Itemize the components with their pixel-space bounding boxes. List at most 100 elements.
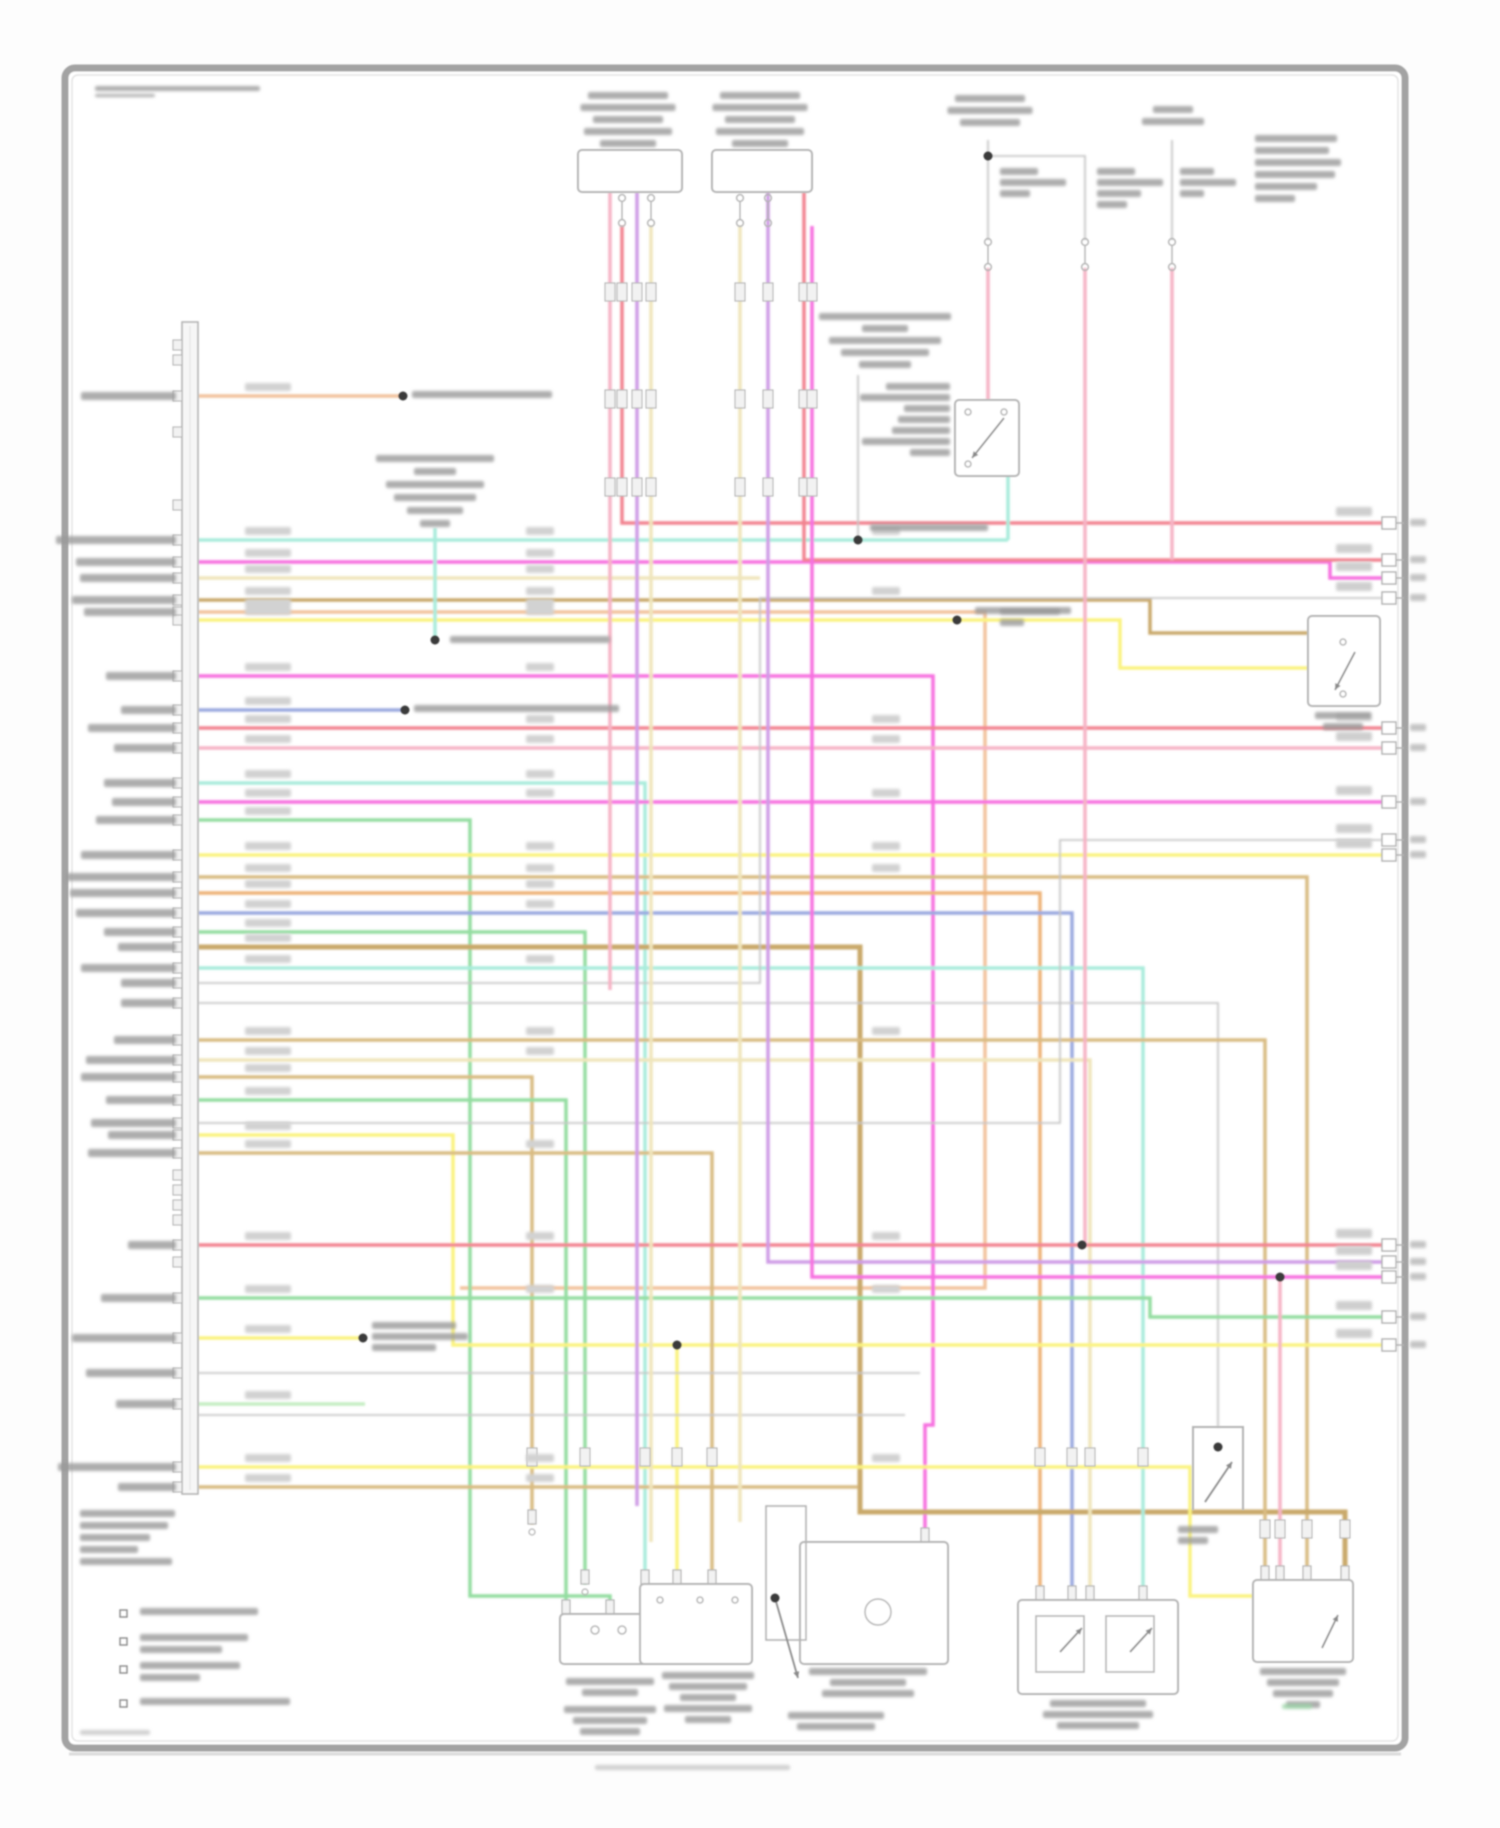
stub-connector [1381, 516, 1397, 530]
label-blob [140, 1674, 200, 1681]
wire-code-label [245, 900, 291, 908]
page-frame [61, 64, 1409, 1756]
wire-code-label [1336, 1246, 1372, 1255]
inline-connector [1034, 1447, 1046, 1467]
pcm-pin-label [104, 928, 176, 936]
wire [198, 1075, 534, 1524]
splice-dot [853, 535, 863, 545]
stub-connector [1381, 1270, 1397, 1284]
inline-connector [604, 282, 616, 302]
label-blob [1043, 1711, 1153, 1718]
inline-connector [1339, 1519, 1351, 1539]
label-blob [372, 1333, 468, 1340]
pin-stub [580, 1569, 590, 1585]
label-blob [420, 520, 450, 527]
wire-code-label [245, 565, 291, 573]
arrowhead-icon [1332, 1615, 1338, 1622]
label-blob [662, 1672, 754, 1679]
arrowhead-icon [1225, 1462, 1232, 1469]
splice-dot [672, 1340, 682, 1350]
wire-code-label [872, 864, 900, 872]
pin-stub [1302, 1565, 1312, 1581]
stub-connector [1381, 591, 1397, 605]
inline-connector [762, 477, 774, 497]
stub-connector [1381, 553, 1397, 567]
inline-connector [639, 1447, 651, 1467]
stub-pin-number [1410, 1313, 1426, 1320]
wire-code-label [872, 735, 900, 743]
pcm-pin [172, 354, 183, 366]
wire-code-label [1336, 582, 1372, 591]
splice-dot [1077, 1240, 1087, 1250]
stub-connector [1381, 721, 1397, 735]
wire [766, 192, 1394, 1264]
wire [198, 839, 1394, 1124]
label-blob [80, 1534, 150, 1541]
splice-dot [358, 1333, 368, 1343]
pcm-pin-label [76, 909, 176, 917]
label-blob [566, 1678, 654, 1685]
label-blob [1057, 1722, 1139, 1729]
wire-code-label [526, 1232, 554, 1240]
wire-code-label [245, 1087, 291, 1095]
label-blob [1050, 1700, 1146, 1707]
wire-code-label [872, 715, 900, 723]
label-blob [947, 107, 1033, 114]
label-blob [680, 1694, 736, 1701]
wire-code-label [1336, 544, 1372, 553]
switch-lever [1334, 651, 1356, 691]
splice-dot [398, 391, 408, 401]
wire [198, 560, 1394, 580]
pcm-pin-label [116, 1400, 176, 1408]
label-blob [1000, 619, 1024, 626]
inline-connector [645, 282, 657, 302]
wire-code-label [245, 1232, 291, 1240]
terminal-circle [864, 1598, 892, 1626]
wire-code-label [1336, 732, 1372, 741]
label-blob [841, 349, 929, 356]
inline-connector [734, 477, 746, 497]
arrowhead-icon [1335, 683, 1341, 690]
label-blob [1273, 1690, 1333, 1697]
component-layer [119, 149, 1404, 1708]
inline-connector [616, 477, 628, 497]
label-blob [95, 86, 260, 91]
stub-pin-number [1410, 519, 1426, 526]
pcm-pin-label [81, 851, 176, 859]
splice-dot [770, 1593, 780, 1603]
pcm-pin-label [86, 1056, 176, 1064]
pin-stub [1085, 1585, 1095, 1601]
wire-code-label [245, 955, 291, 963]
component-box [799, 1541, 949, 1665]
terminal-circle [590, 1625, 600, 1635]
inline-connector [1301, 1519, 1313, 1539]
inline-connector [616, 282, 628, 302]
stub-pin-number [1410, 1241, 1426, 1248]
label-blob [886, 383, 950, 390]
label-blob [372, 1322, 456, 1329]
terminal-circle [617, 1625, 627, 1635]
inline-connector [1274, 1519, 1286, 1539]
label-blob [822, 1690, 914, 1697]
wire-code-label [526, 663, 554, 671]
pcm-pin-label [88, 724, 176, 732]
wire-code-label [245, 1140, 291, 1148]
inline-connector [631, 282, 643, 302]
pcm-pin-label [72, 1334, 176, 1342]
wire [198, 1058, 1092, 1600]
stub-pin-number [1410, 594, 1426, 601]
pin-stub [1340, 1565, 1350, 1581]
stub-pin-number [1410, 1341, 1426, 1348]
label-blob [829, 337, 941, 344]
stub-pin-number [1410, 724, 1426, 731]
wire [198, 781, 647, 1584]
label-blob [1153, 106, 1193, 113]
fuse-icon [983, 262, 993, 272]
label-blob [564, 1706, 656, 1713]
wire-code-label [526, 955, 554, 963]
pcm-pin-label [114, 744, 176, 752]
wire-code-label [245, 789, 291, 797]
pcm-pin-label [121, 999, 176, 1007]
label-blob [580, 104, 676, 111]
inline-connector [616, 389, 628, 409]
